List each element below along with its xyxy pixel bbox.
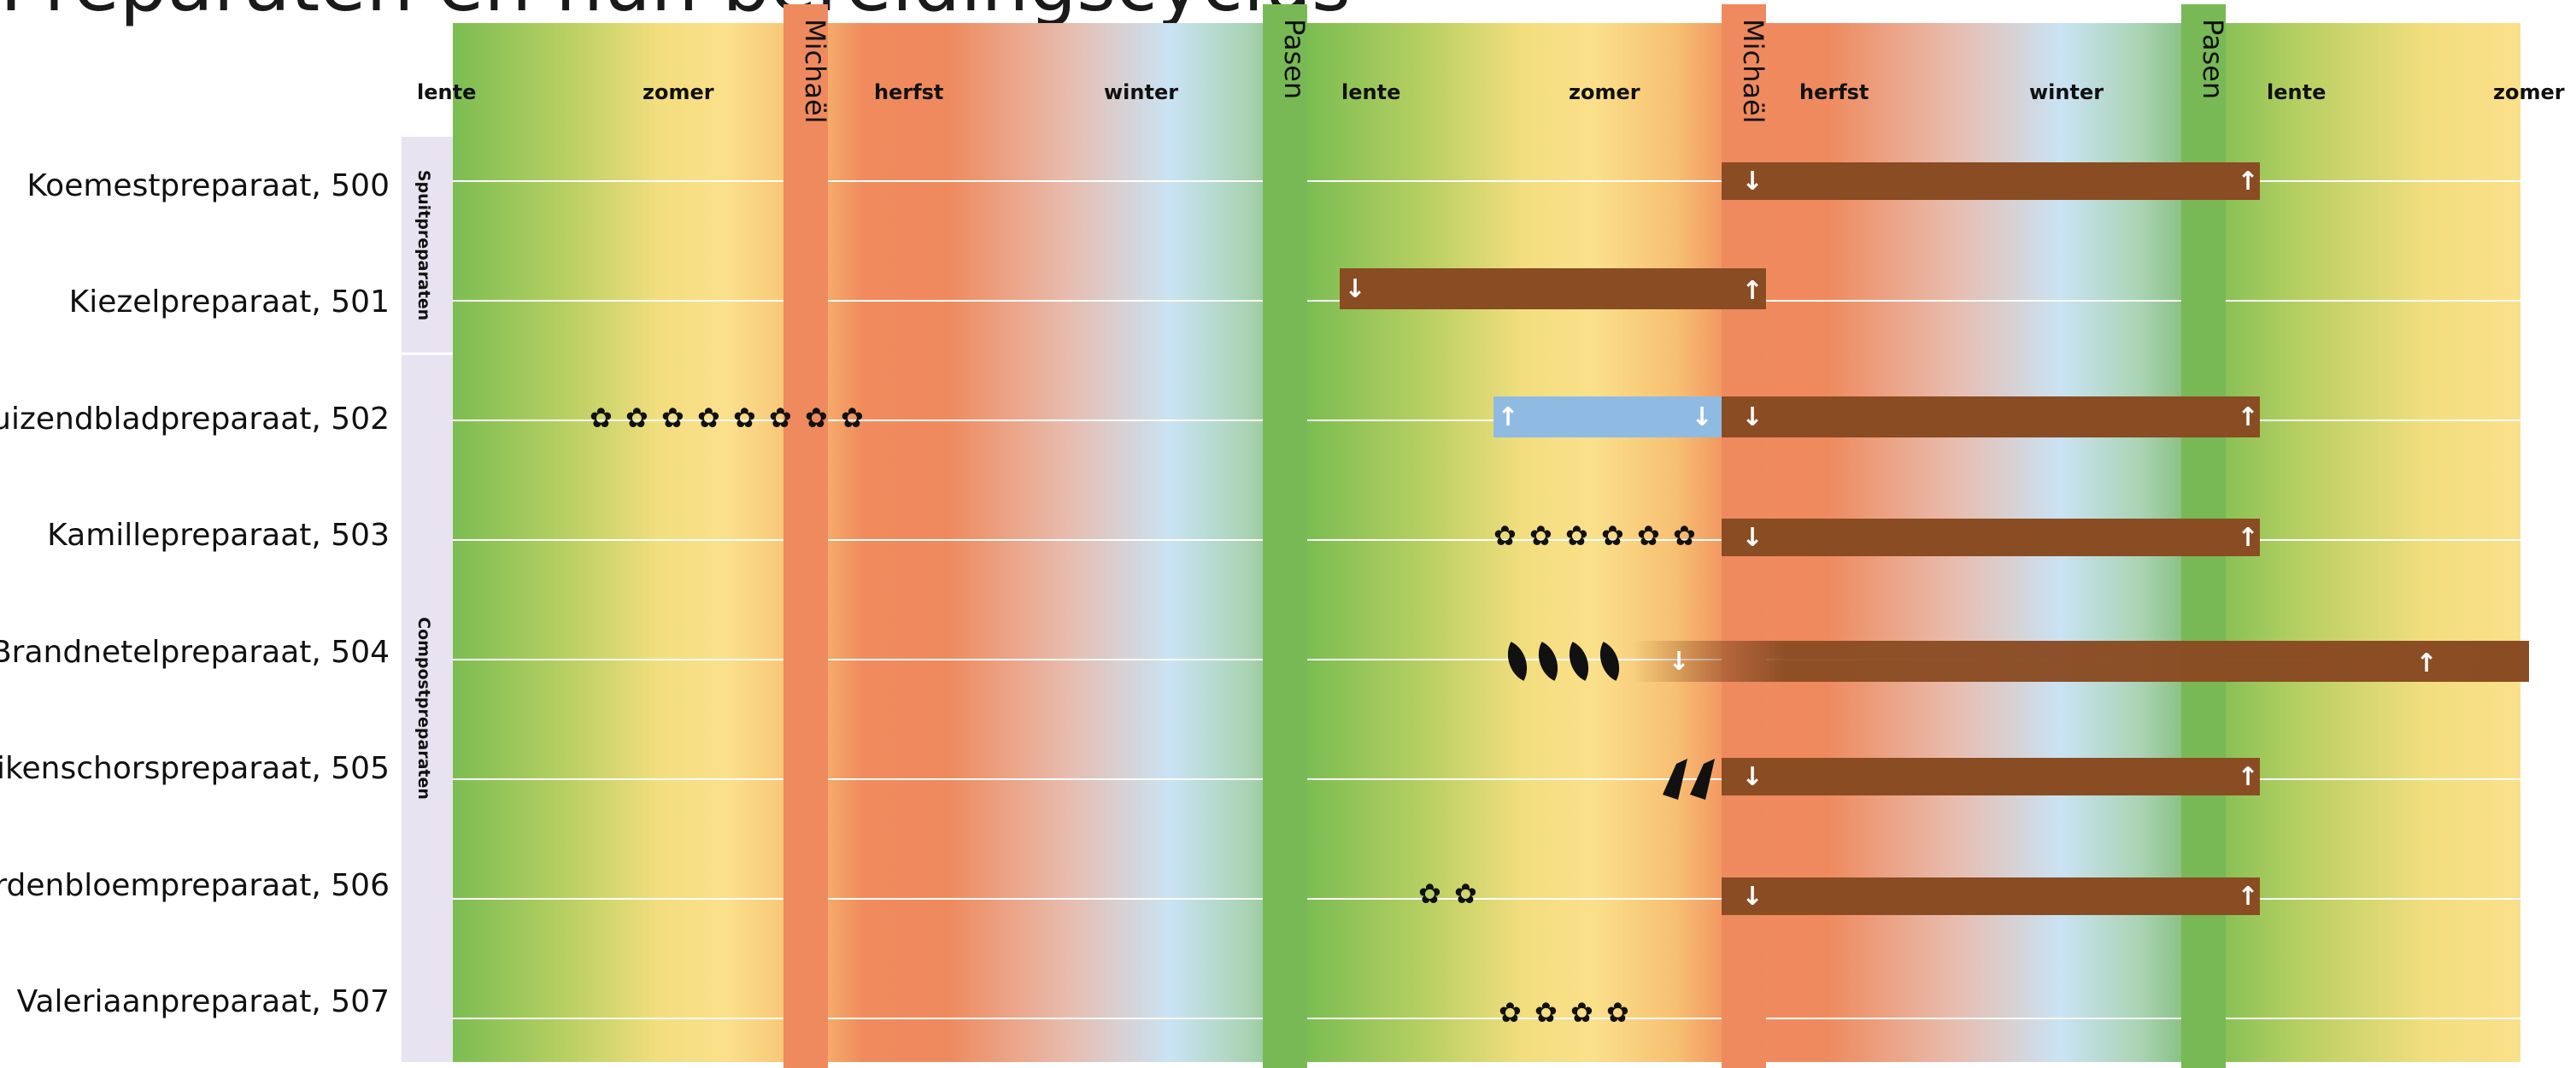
flower-icon: ✿ <box>769 402 792 434</box>
arrow-up-503: ↑ <box>2237 523 2258 553</box>
season-label-lente-3: lente <box>2267 80 2326 104</box>
bar-502 <box>1722 396 2260 437</box>
row-label-500: Koemestpreparaat, 500 <box>26 168 390 203</box>
flower-icon: ✿ <box>661 402 684 434</box>
season-label-zomer-3: zomer <box>2493 80 2565 104</box>
band-label-pasen-1: Pasen <box>1278 19 1311 99</box>
row-label-507: Valeriaanpreparaat, 507 <box>17 984 390 1019</box>
bar-503 <box>1722 519 2260 556</box>
flower-icon: ✿ <box>1673 519 1696 552</box>
flower-icon: ✿ <box>1606 996 1629 1029</box>
group-label-spuitpreparaten: Spuitpreparaten <box>414 170 433 320</box>
arrow-down-502: ↓ <box>1741 402 1763 432</box>
season-label-lente-2: lente <box>1341 80 1400 104</box>
page-title: Preparaten en hun bereidingscyclus <box>0 0 1351 22</box>
flower-icon: ✿ <box>697 402 720 434</box>
band-michael-1 <box>783 4 828 1068</box>
flower-icon: ✿ <box>1565 519 1588 552</box>
row-label-505: Eikenschorspreparaat, 505 <box>0 751 390 786</box>
flower-icon: ✿ <box>733 402 756 434</box>
arrow-up-500: ↑ <box>2237 167 2258 197</box>
row-label-501: Kiezelpreparaat, 501 <box>69 285 390 320</box>
bar-504 <box>1632 641 2529 682</box>
flower-icon: ✿ <box>1418 877 1441 910</box>
flower-icon: ✿ <box>1454 877 1477 910</box>
flower-icon: ✿ <box>1499 996 1522 1029</box>
season-background-year-1 <box>453 23 1307 1062</box>
season-label-winter-2: winter <box>2029 80 2104 104</box>
arrow-up-501: ↑ <box>1741 276 1763 306</box>
arrow-down-500: ↓ <box>1741 167 1763 197</box>
bar-506 <box>1722 877 2260 915</box>
season-label-herfst-2: herfst <box>1799 80 1869 104</box>
season-label-zomer-1: zomer <box>643 80 714 104</box>
bar-505 <box>1722 758 2260 795</box>
arrow-down-504: ↓ <box>1668 647 1689 677</box>
group-label-compostpreparaten: Compostpreparaten <box>414 617 433 800</box>
group-panel <box>402 137 453 1062</box>
row-label-504: Brandnetelpreparaat, 504 <box>0 635 390 670</box>
band-label-michael-1: Michaël <box>799 19 831 124</box>
flower-icon: ✿ <box>625 402 648 434</box>
arrow-up-504: ↑ <box>2415 648 2437 678</box>
bar-500 <box>1722 162 2260 200</box>
flower-icon: ✿ <box>1534 996 1558 1029</box>
season-label-winter-1: winter <box>1104 80 1178 104</box>
bar-502-blue <box>1493 396 1722 437</box>
arrow-down-505: ↓ <box>1741 762 1763 792</box>
arrow-up-506: ↑ <box>2237 882 2258 912</box>
arrow-down-506: ↓ <box>1741 882 1763 912</box>
row-label-502: Duizendbladpreparaat, 502 <box>0 402 390 437</box>
season-label-lente-1: lente <box>417 80 476 104</box>
bar-501 <box>1340 268 1766 309</box>
flower-icon: ✿ <box>590 402 613 434</box>
arrow-down-501: ↓ <box>1344 274 1365 304</box>
arrow-down-502-blue: ↓ <box>1691 402 1712 432</box>
nettle-leaves-icon <box>1507 642 1620 681</box>
flower-icon: ✿ <box>1601 519 1624 552</box>
flower-icon: ✿ <box>1570 996 1593 1029</box>
arrow-up-502: ↑ <box>2237 402 2258 432</box>
arrow-down-503: ↓ <box>1741 523 1763 553</box>
band-label-michael-2: Michaël <box>1737 19 1769 124</box>
flower-icon: ✿ <box>841 402 864 434</box>
flower-icon: ✿ <box>1529 519 1552 552</box>
row-label-506: Paardenbloempreparaat, 506 <box>0 868 390 903</box>
oak-bark-icon <box>1663 759 1715 800</box>
arrow-up-505: ↑ <box>2237 762 2258 792</box>
band-pasen-1 <box>1263 4 1307 1068</box>
season-label-herfst-1: herfst <box>874 80 943 104</box>
flower-icon: ✿ <box>1493 519 1517 552</box>
band-label-pasen-2: Pasen <box>2197 19 2229 99</box>
season-label-zomer-2: zomer <box>1569 80 1640 104</box>
arrow-up-502-blue: ↑ <box>1497 402 1518 432</box>
row-label-503: Kamillepreparaat, 503 <box>47 518 390 553</box>
flower-icon: ✿ <box>1637 519 1660 552</box>
flower-icon: ✿ <box>805 402 828 434</box>
